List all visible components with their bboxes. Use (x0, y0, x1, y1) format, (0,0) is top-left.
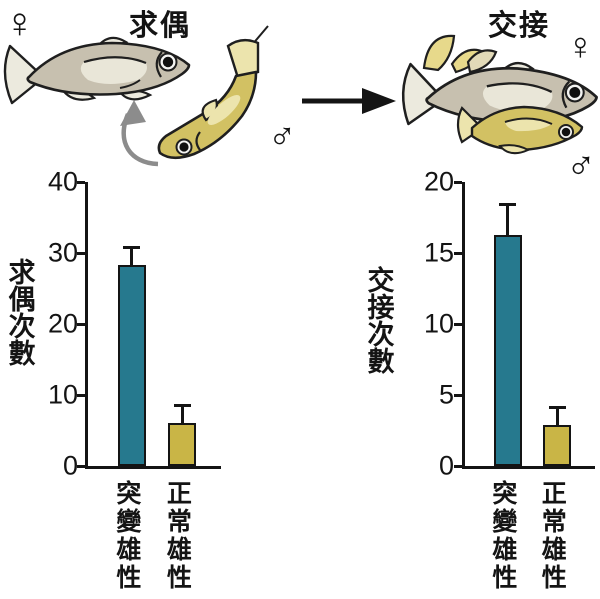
ytick-label: 10 (423, 308, 454, 339)
ytick-label: 20 (423, 166, 454, 197)
ytick-label: 30 (47, 237, 78, 268)
plot-area (77, 180, 221, 469)
male-fish-courtship (157, 25, 269, 160)
bar-1 (543, 424, 572, 466)
ytick-mark (454, 464, 462, 468)
ytick-mark (77, 393, 85, 397)
ytick-label: 10 (47, 379, 78, 410)
plot-area (454, 180, 595, 469)
bar-0 (117, 265, 146, 466)
ytick-label: 15 (423, 237, 454, 268)
category-label: 突變雄性 (492, 480, 518, 592)
error-bar-cap (548, 406, 566, 410)
ytick-label: 5 (438, 379, 454, 410)
ytick-mark (454, 180, 462, 184)
error-bar (180, 405, 184, 424)
ytick-mark (77, 251, 85, 255)
ytick-mark (454, 393, 462, 397)
male-icon: ♂ (268, 116, 297, 158)
ytick-mark (454, 251, 462, 255)
mating-title: 交接 (487, 10, 550, 42)
bar-1 (168, 423, 197, 466)
category-label: 正常雄性 (166, 480, 192, 592)
right-arrow-icon (302, 88, 396, 114)
fish-illustration (3, 25, 600, 167)
ytick-mark (454, 322, 462, 326)
error-bar-cap (499, 203, 517, 207)
category-label: 突變雄性 (116, 480, 142, 592)
female-icon: ♀ (4, 0, 36, 46)
category-labels: 突變雄性 正常雄性 (462, 480, 592, 599)
error-bar (555, 407, 559, 425)
ytick-labels: 0 5 10 15 20 (404, 168, 454, 479)
female-icon: ♀ (566, 26, 595, 68)
category-labels: 突變雄性 正常雄性 (85, 480, 218, 599)
ytick-labels: 0 10 20 30 40 (28, 168, 78, 479)
bar-0 (493, 234, 522, 466)
error-bar-cap (123, 245, 141, 249)
courtship-title: 求偶 (128, 10, 191, 42)
ytick-mark (77, 180, 85, 184)
y-axis-label: 交接次數 (367, 266, 395, 377)
error-bar (130, 247, 134, 266)
ytick-label: 0 (62, 450, 78, 481)
y-axis-label: 求偶次數 (8, 258, 36, 369)
rotation-arrow-icon (120, 100, 159, 167)
error-bar (506, 204, 510, 235)
error-bar-cap (173, 404, 191, 408)
ytick-mark (77, 322, 85, 326)
ytick-label: 40 (47, 166, 78, 197)
ytick-label: 20 (47, 308, 78, 339)
male-icon: ♂ (566, 144, 596, 188)
ytick-label: 0 (438, 450, 454, 481)
female-dorsal-fin (466, 49, 498, 74)
ytick-mark (77, 464, 85, 468)
category-label: 正常雄性 (541, 480, 567, 592)
male-fish-mating (456, 105, 584, 155)
